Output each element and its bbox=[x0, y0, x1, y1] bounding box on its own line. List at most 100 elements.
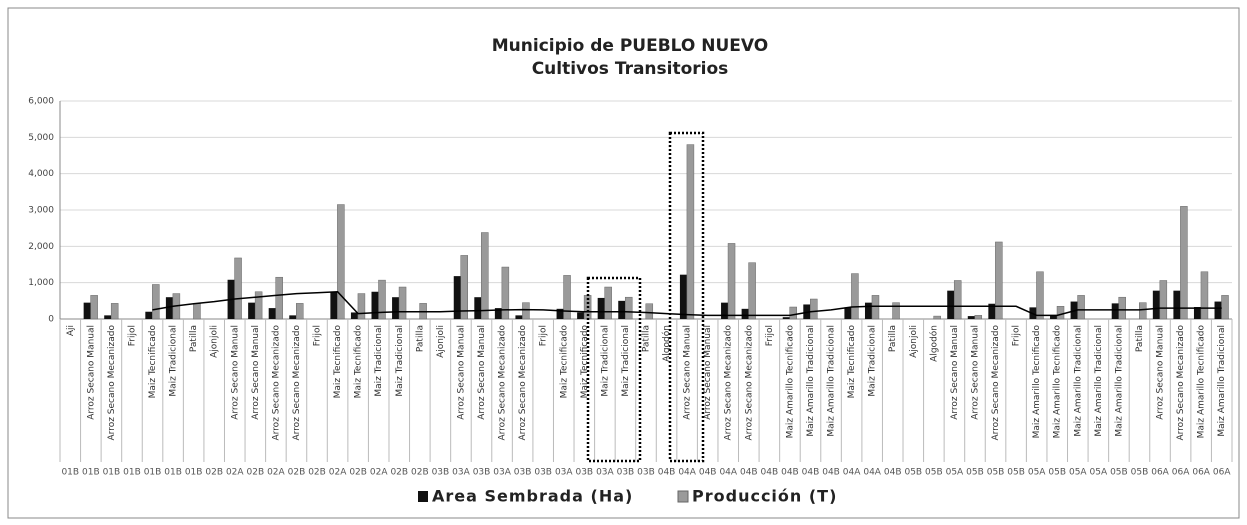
x-tick-label: Frijol bbox=[765, 325, 775, 346]
bar bbox=[645, 303, 654, 320]
x-tick-label: Maiz Amarillo Tradicional bbox=[806, 325, 816, 437]
x-tick-label: Frijol bbox=[1012, 325, 1022, 346]
bar bbox=[577, 312, 585, 319]
bar bbox=[248, 302, 256, 319]
x-tick-label: Arroz Secano Mecanizado bbox=[991, 325, 1001, 441]
bar bbox=[810, 298, 818, 320]
group-label: 05B bbox=[987, 468, 1005, 478]
bar bbox=[145, 311, 153, 319]
bar bbox=[104, 315, 112, 319]
x-tick-label: Ajonjoli bbox=[210, 325, 220, 358]
group-label: 03A bbox=[452, 468, 470, 478]
bar bbox=[254, 291, 263, 320]
group-label: 05B bbox=[1110, 468, 1128, 478]
bar bbox=[110, 303, 119, 320]
x-tick-label: Maiz Tecnificado bbox=[580, 325, 590, 399]
x-tick-label: Patilla bbox=[415, 325, 425, 352]
group-label: 05A bbox=[1028, 468, 1046, 478]
bar bbox=[995, 241, 1003, 320]
x-tick-label: Frijol bbox=[539, 325, 549, 346]
bar bbox=[522, 302, 530, 320]
bar bbox=[392, 297, 400, 319]
bar bbox=[494, 308, 502, 319]
x-tick-label: Patilla bbox=[1135, 325, 1145, 352]
bar bbox=[234, 257, 242, 320]
bar bbox=[1193, 307, 1201, 319]
x-tick-label: Arroz Secano Mecanizado bbox=[498, 325, 508, 441]
x-tick-label: Frijol bbox=[313, 325, 323, 346]
x-tick-label: Patilla bbox=[642, 325, 652, 352]
highlight-box bbox=[668, 131, 705, 463]
group-label: 04B bbox=[802, 468, 820, 478]
legend-swatch bbox=[418, 491, 428, 502]
group-label: 03B bbox=[534, 468, 552, 478]
bar bbox=[193, 303, 201, 320]
x-tick-label: Arroz Secano Manual bbox=[950, 325, 960, 420]
group-label: 03B bbox=[637, 468, 655, 478]
x-tick-label: Algodón bbox=[928, 325, 939, 362]
x-tick-label: Patilla bbox=[189, 325, 199, 352]
group-label: 02B bbox=[247, 468, 265, 478]
x-tick-label: Maiz Tecnificado bbox=[559, 325, 569, 399]
group-label: 02B bbox=[308, 468, 326, 478]
group-label: 04B bbox=[658, 468, 676, 478]
group-label: 05A bbox=[1069, 468, 1087, 478]
x-tick-label: Arroz Secano Mecanizado bbox=[724, 325, 734, 441]
x-tick-label: Maiz Amarillo Tecnificado bbox=[1032, 325, 1042, 439]
bar bbox=[782, 317, 790, 319]
bar bbox=[474, 297, 482, 319]
bar bbox=[1056, 306, 1065, 320]
x-tick-label: Ajonjoli bbox=[436, 325, 446, 358]
bar bbox=[90, 295, 98, 320]
x-tick-label: Frijol bbox=[127, 325, 137, 346]
group-label: 04B bbox=[740, 468, 758, 478]
x-tick-label: Algodón bbox=[661, 325, 672, 362]
bar bbox=[453, 276, 461, 319]
bar bbox=[618, 300, 626, 319]
group-label: 05A bbox=[1090, 468, 1108, 478]
x-tick-label: Maiz Amarillo Tecnificado bbox=[785, 325, 795, 439]
x-tick-label: Maiz Tecnificado bbox=[148, 325, 158, 399]
group-label: 02A bbox=[226, 468, 244, 478]
x-tick-label: Ajonjoli bbox=[909, 325, 919, 358]
chart-subtitle: Cultivos Transitorios bbox=[532, 59, 729, 79]
group-label: 06A bbox=[1213, 468, 1231, 478]
x-tick-label: Maiz Amarillo Tradicional bbox=[1094, 325, 1104, 437]
chart-title: Municipio de PUEBLO NUEVO bbox=[492, 36, 768, 56]
frame bbox=[7, 7, 1240, 519]
group-label: 03A bbox=[555, 468, 573, 478]
group-label: 06A bbox=[1151, 468, 1169, 478]
x-tick-label: Arroz Secano Mecanizado bbox=[292, 325, 302, 441]
x-tick-label: Arroz Secano Manual bbox=[683, 325, 693, 420]
bar bbox=[1221, 295, 1229, 320]
x-tick-label: Arroz Secano Manual bbox=[477, 325, 487, 420]
bar bbox=[515, 315, 523, 319]
x-tick-label: Arroz Secano Mecanizado bbox=[518, 325, 528, 441]
x-tick-label: Maiz Tecnificado bbox=[354, 325, 364, 399]
group-label: 02B bbox=[205, 468, 223, 478]
x-tick-label: Maiz Tradicional bbox=[868, 325, 878, 397]
bar bbox=[165, 297, 173, 319]
bar bbox=[1152, 290, 1160, 319]
bar bbox=[721, 302, 729, 319]
bar bbox=[953, 280, 962, 320]
group-label: 04B bbox=[884, 468, 902, 478]
x-tick-label: Arroz Secano Manual bbox=[230, 325, 240, 420]
y-tick-label: 6,000 bbox=[28, 97, 54, 107]
group-label: 06A bbox=[1192, 468, 1210, 478]
bar bbox=[83, 302, 91, 319]
x-tick-label: Maiz Amarillo Tradicional bbox=[1217, 325, 1227, 437]
bar bbox=[460, 255, 468, 320]
legend-swatch bbox=[677, 490, 689, 503]
group-label: 03B bbox=[514, 468, 532, 478]
group-label: 05B bbox=[966, 468, 984, 478]
group-label: 03A bbox=[493, 468, 511, 478]
x-tick-label: Maiz Amarillo Tecnificado bbox=[1197, 325, 1207, 439]
group-label: 03B bbox=[473, 468, 491, 478]
trend-line bbox=[152, 291, 1222, 317]
bar bbox=[296, 303, 304, 320]
bar bbox=[1050, 315, 1058, 319]
legend-label: Area Sembrada (Ha) bbox=[432, 487, 633, 506]
x-tick-label: Arroz Secano Manual bbox=[970, 325, 980, 420]
